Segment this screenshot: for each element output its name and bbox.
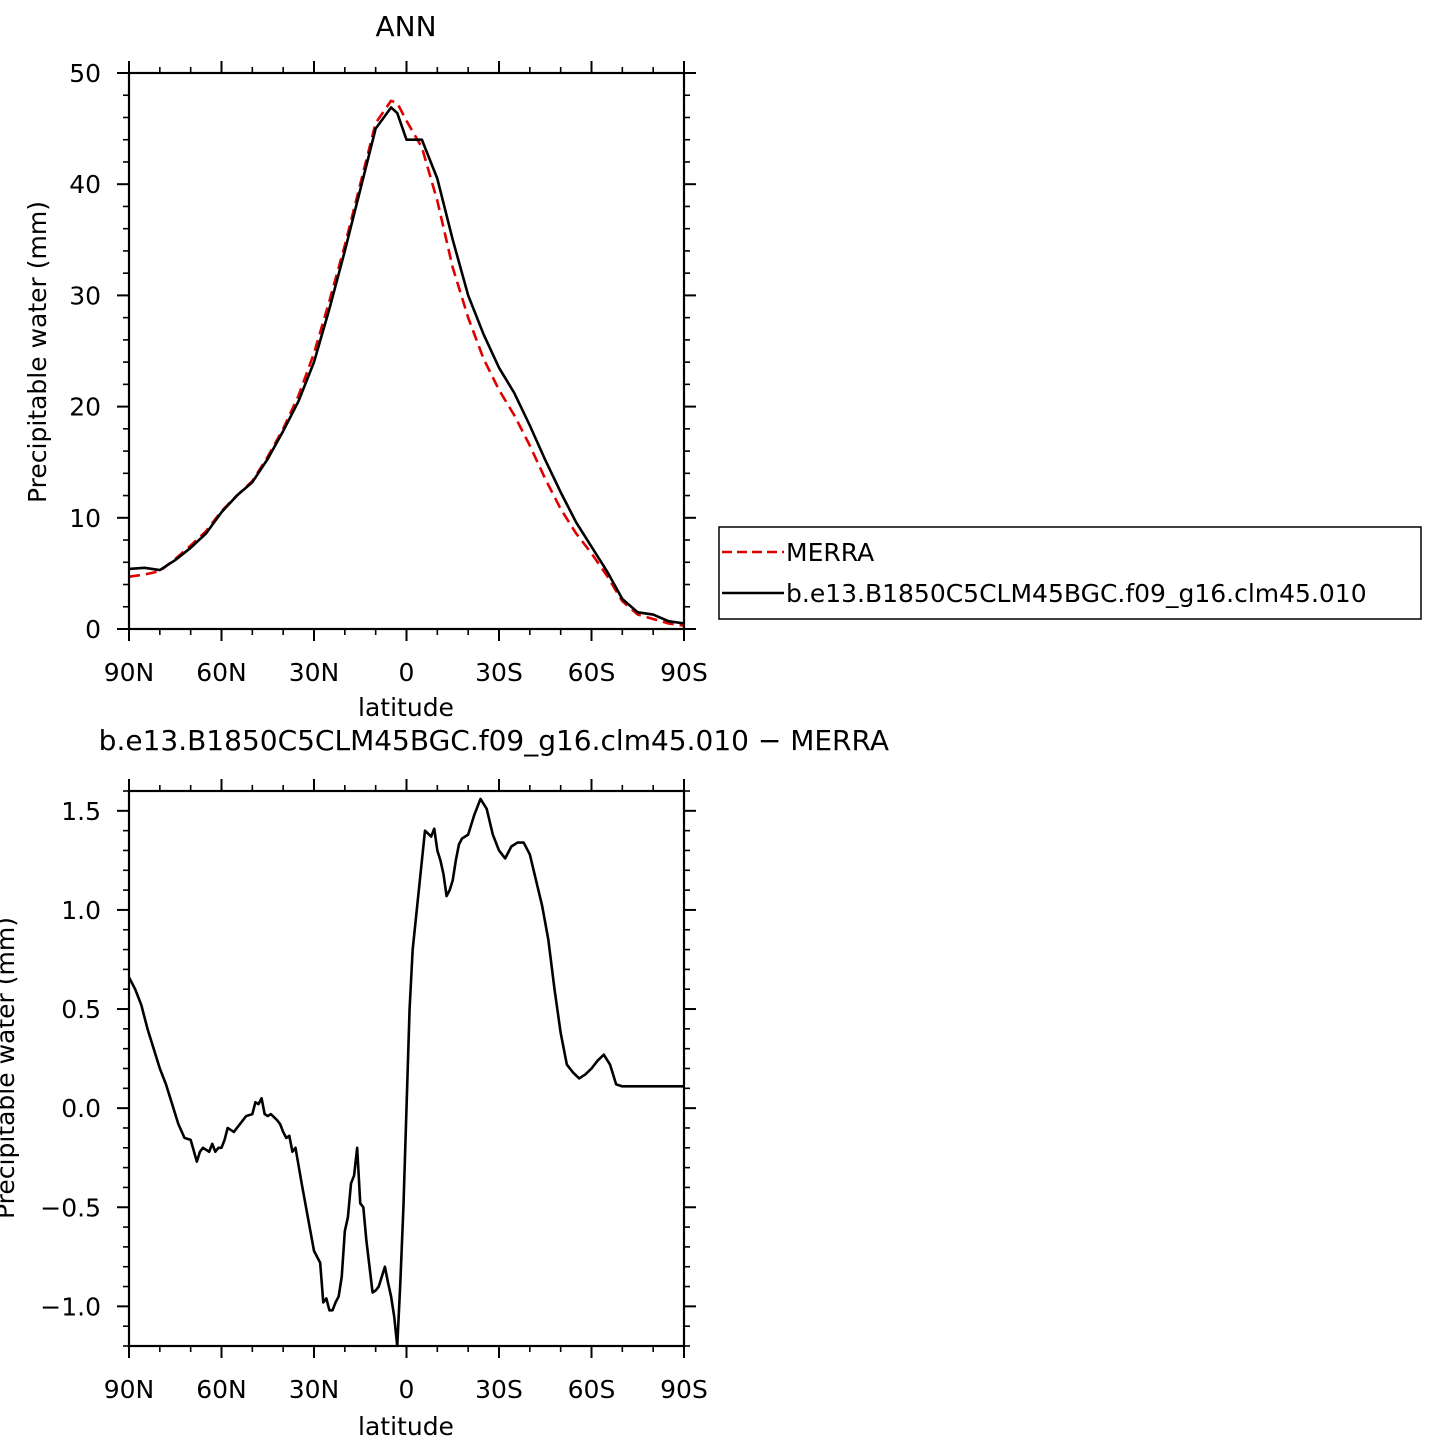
legend-box: [718, 526, 1422, 620]
top-chart-ylabel: Precipitable water (mm): [23, 201, 52, 503]
bottom-chart-xlabel: latitude: [358, 1412, 454, 1441]
top-x-tick-label: 30S: [475, 658, 523, 687]
top-y-tick-label: 40: [69, 170, 101, 199]
legend-label-merra: MERRA: [786, 538, 874, 567]
top-x-tick-label: 90N: [104, 658, 155, 687]
top-chart-title: ANN: [375, 10, 436, 43]
top-y-tick-label: 0: [85, 615, 101, 644]
top-y-tick-label: 50: [69, 59, 101, 88]
bottom-y-tick-label: −1.0: [40, 1292, 101, 1321]
top-x-tick-label: 30N: [289, 658, 340, 687]
bottom-y-tick-label: 1.5: [61, 797, 101, 826]
bottom-x-tick-label: 0: [399, 1375, 415, 1404]
top-chart-xlabel: latitude: [358, 693, 454, 722]
bottom-x-tick-label: 30N: [289, 1375, 340, 1404]
top-frame: [127, 71, 686, 631]
top-x-tick-label: 60S: [568, 658, 616, 687]
top-series-line-0: [129, 99, 684, 627]
bottom-series-line-0: [129, 797, 684, 1346]
top-chart: ANN Precipitable water (mm) latitude 90N…: [23, 10, 708, 722]
legend-label-model: b.e13.B1850C5CLM45BGC.f09_g16.clm45.010: [786, 579, 1367, 608]
top-y-tick-label: 30: [69, 281, 101, 310]
legend: MERRA b.e13.B1850C5CLM45BGC.f09_g16.clm4…: [718, 526, 1422, 620]
bottom-plot-area: 90N 60N 30N 0 30S 60S 90S −1.0 −0.5 0.0 0.5 1.0 1.5: [40, 779, 708, 1404]
bottom-y-tick-label: −0.5: [40, 1193, 101, 1222]
top-x-tick-label: 0: [399, 658, 415, 687]
bottom-x-tick-label: 30S: [475, 1375, 523, 1404]
top-plot-area: 90N 60N 30N 0 30S 60S 90S 0 10 20 30 40 50: [69, 59, 708, 687]
bottom-y-tick-label: 1.0: [61, 896, 101, 925]
bottom-x-tick-label: 90S: [660, 1375, 708, 1404]
top-series-line-1: [129, 106, 684, 625]
top-x-tick-label: 60N: [196, 658, 247, 687]
top-x-tick-label: 90S: [660, 658, 708, 687]
top-y-tick-label: 10: [69, 504, 101, 533]
top-y-tick-label: 20: [69, 393, 101, 422]
bottom-y-tick-label: 0.0: [61, 1094, 101, 1123]
bottom-chart: b.e13.B1850C5CLM45BGC.f09_g16.clm45.010 …: [0, 724, 889, 1441]
bottom-chart-ylabel: Precipitable water (mm): [0, 917, 20, 1219]
bottom-chart-title: b.e13.B1850C5CLM45BGC.f09_g16.clm45.010 …: [99, 724, 889, 757]
bottom-x-tick-label: 60N: [196, 1375, 247, 1404]
bottom-x-tick-label: 60S: [568, 1375, 616, 1404]
bottom-y-tick-label: 0.5: [61, 995, 101, 1024]
bottom-x-tick-label: 90N: [104, 1375, 155, 1404]
